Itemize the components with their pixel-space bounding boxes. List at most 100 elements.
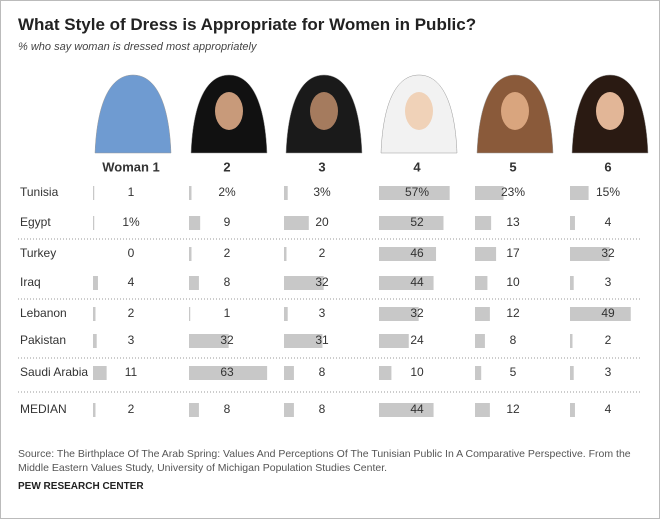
value-label: 15% xyxy=(596,185,620,199)
value-label: 1 xyxy=(224,306,231,320)
bar xyxy=(189,216,201,230)
value-label: 20 xyxy=(315,215,329,229)
value-label: 10 xyxy=(506,275,520,289)
column-header: 4 xyxy=(413,159,421,174)
value-label: 2% xyxy=(218,185,236,199)
bar xyxy=(379,276,434,290)
value-label: 8 xyxy=(319,365,326,379)
bar xyxy=(284,216,309,230)
bar xyxy=(284,276,324,290)
value-label: 8 xyxy=(510,333,517,347)
bar xyxy=(284,334,323,348)
chart-subtitle: % who say woman is dressed most appropri… xyxy=(18,41,257,53)
portrait-veil xyxy=(94,74,172,154)
bar xyxy=(570,307,631,321)
bar xyxy=(475,247,497,261)
bar xyxy=(93,307,96,321)
column-header: 2 xyxy=(223,159,230,174)
row-label: Saudi Arabia xyxy=(20,365,88,379)
portrait-face xyxy=(596,92,624,130)
value-label: 4 xyxy=(605,215,612,229)
value-label: 8 xyxy=(224,402,231,416)
bar xyxy=(475,403,490,417)
portrait-face xyxy=(310,92,338,130)
bar xyxy=(189,186,192,200)
value-label: 32 xyxy=(601,246,615,260)
bar xyxy=(379,216,444,230)
bar xyxy=(284,403,294,417)
bar xyxy=(570,366,574,380)
row-label: Iraq xyxy=(20,275,41,289)
bar xyxy=(570,334,573,348)
bar xyxy=(379,307,419,321)
value-label: 13 xyxy=(506,215,520,229)
value-label: 63 xyxy=(220,365,234,379)
column-header: 6 xyxy=(604,159,611,174)
bar xyxy=(189,307,191,321)
bar xyxy=(475,276,488,290)
value-label: 31 xyxy=(315,333,329,347)
value-label: 2 xyxy=(224,246,231,260)
bar xyxy=(189,247,192,261)
bar xyxy=(189,276,199,290)
row-label: Tunisia xyxy=(20,185,59,199)
source-note: Source: The Birthplace Of The Arab Sprin… xyxy=(18,448,631,474)
bar xyxy=(189,334,229,348)
portrait-face xyxy=(405,92,433,130)
value-label: 3 xyxy=(605,365,612,379)
bar xyxy=(284,247,287,261)
value-label: 1% xyxy=(122,215,140,229)
column-header: 3 xyxy=(318,159,325,174)
value-label: 3 xyxy=(605,275,612,289)
bar xyxy=(93,403,96,417)
bar xyxy=(379,186,450,200)
row-label: MEDIAN xyxy=(20,402,67,416)
chart: Woman 111%042311222%92813263833%20232331… xyxy=(18,74,649,417)
value-label: 1 xyxy=(128,185,135,199)
value-label: 4 xyxy=(128,275,135,289)
row-label: Turkey xyxy=(20,246,56,260)
bar xyxy=(284,366,294,380)
value-label: 8 xyxy=(224,275,231,289)
value-label: 3 xyxy=(128,333,135,347)
bar xyxy=(379,247,437,261)
value-label: 3% xyxy=(313,185,331,199)
value-label: 46 xyxy=(410,246,424,260)
value-label: 17 xyxy=(506,246,520,260)
column-header: Woman 1 xyxy=(102,159,160,174)
value-label: 0 xyxy=(128,246,135,260)
bar xyxy=(570,403,575,417)
bar xyxy=(570,216,575,230)
value-label: 11 xyxy=(125,365,138,379)
bar xyxy=(570,276,574,290)
value-label: 10 xyxy=(410,365,424,379)
bar xyxy=(379,334,409,348)
bar xyxy=(379,366,392,380)
bar xyxy=(570,186,589,200)
value-label: 44 xyxy=(410,275,424,289)
bar xyxy=(379,403,434,417)
portrait-face xyxy=(215,92,243,130)
value-label: 2 xyxy=(319,246,326,260)
column-header: 5 xyxy=(509,159,516,174)
organization: PEW RESEARCH CENTER xyxy=(18,481,144,492)
value-label: 3 xyxy=(319,306,326,320)
value-label: 2 xyxy=(128,402,135,416)
bar xyxy=(189,403,199,417)
bar xyxy=(475,366,482,380)
value-label: 52 xyxy=(410,215,424,229)
value-label: 23% xyxy=(501,185,525,199)
value-label: 49 xyxy=(601,306,615,320)
bar xyxy=(475,216,492,230)
value-label: 44 xyxy=(410,402,424,416)
bar xyxy=(93,366,107,380)
bar xyxy=(570,247,610,261)
bar xyxy=(284,186,288,200)
bar xyxy=(475,334,485,348)
row-label: Lebanon xyxy=(20,306,67,320)
row-label: Egypt xyxy=(20,215,51,229)
value-label: 5 xyxy=(510,365,517,379)
bar xyxy=(93,276,98,290)
value-label: 2 xyxy=(128,306,135,320)
